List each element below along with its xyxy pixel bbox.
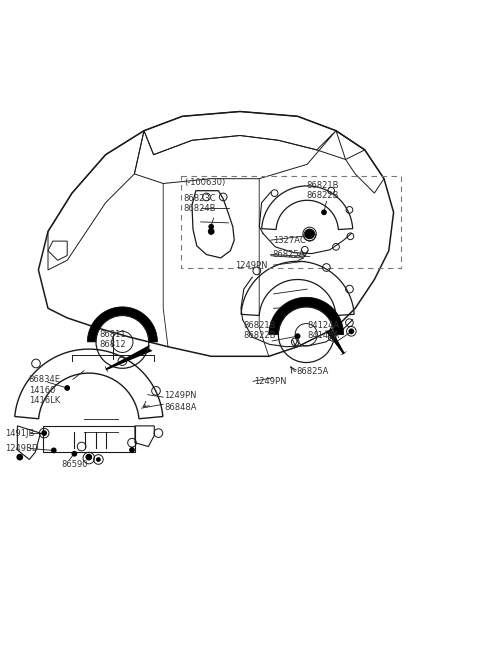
Text: 1249PN: 1249PN [164,391,197,400]
Circle shape [306,232,313,238]
Circle shape [129,447,135,453]
Text: (-100630): (-100630) [184,178,225,187]
Polygon shape [269,297,344,335]
Text: 86821B
86822B: 86821B 86822B [306,181,339,200]
Text: 86590: 86590 [61,460,88,469]
Text: 1491JB: 1491JB [5,428,34,438]
Text: 1327AC: 1327AC [273,236,305,244]
Circle shape [16,454,23,460]
Text: 1249PN: 1249PN [254,377,287,386]
Circle shape [321,210,327,215]
Polygon shape [87,307,157,342]
Circle shape [96,457,101,462]
Circle shape [208,228,215,235]
Text: 86848A: 86848A [164,403,197,412]
Circle shape [208,224,214,230]
Text: 1249BD: 1249BD [5,444,38,453]
Text: 86834E: 86834E [29,375,61,384]
Text: 14160
1416LK: 14160 1416LK [29,386,60,405]
Circle shape [41,430,47,436]
Circle shape [64,385,70,391]
Circle shape [348,328,354,334]
Bar [181,176,401,269]
Text: 86823C
86824B: 86823C 86824B [184,194,216,214]
Text: 86821B
86822B: 86821B 86822B [243,320,276,340]
Text: 84124A
84145A: 84124A 84145A [307,320,339,340]
Circle shape [295,333,300,339]
Circle shape [85,454,92,460]
Text: 86825A: 86825A [273,250,305,259]
Circle shape [304,229,315,239]
Circle shape [51,447,57,453]
Text: 86825A: 86825A [297,367,329,376]
Circle shape [72,451,77,457]
Text: 1249PN: 1249PN [235,261,268,270]
Text: 86811
86812: 86811 86812 [99,329,126,349]
